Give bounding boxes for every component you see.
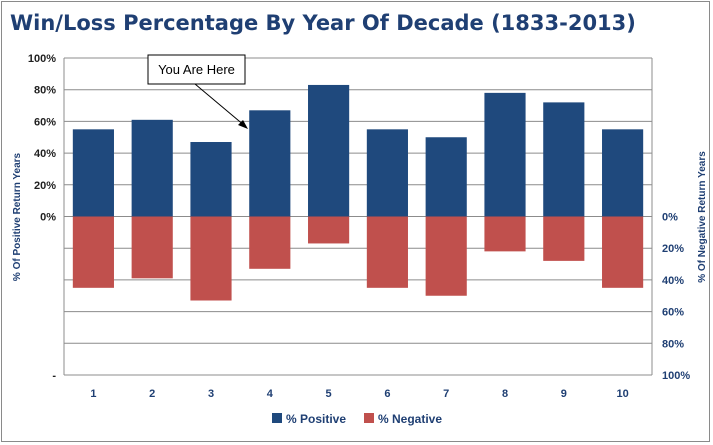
right-tick-label: 60% [662, 307, 684, 319]
bar-positive-1 [72, 129, 114, 217]
x-tick-label-4: 4 [267, 388, 274, 400]
bar-positive-6 [366, 129, 408, 217]
annotation-arrowhead [238, 120, 248, 129]
bars [72, 84, 644, 301]
bar-negative-5 [308, 216, 350, 244]
right-tick-label: 20% [662, 243, 684, 255]
right-tick-label: 0% [662, 212, 678, 224]
annotation-arrow-line [194, 83, 246, 127]
x-tick-label-1: 1 [90, 388, 96, 400]
x-tick-label-8: 8 [502, 388, 508, 400]
bar-negative-8 [484, 216, 526, 252]
x-tick-label-3: 3 [208, 388, 214, 400]
bar-positive-7 [425, 137, 467, 217]
x-tick-label-10: 10 [616, 388, 628, 400]
left-tick-label: 100% [28, 53, 56, 65]
legend-swatch-positive [272, 413, 282, 423]
bar-positive-9 [543, 102, 585, 217]
x-tick-label-9: 9 [561, 388, 567, 400]
annotation: You Are Here [147, 54, 248, 129]
left-tick-label: 80% [34, 85, 56, 97]
bar-positive-3 [190, 142, 232, 217]
x-axis-ticks: 1 2 3 4 5 6 7 8 9 10 [90, 388, 628, 400]
left-tick-label: 20% [34, 180, 56, 192]
x-tick-label-7: 7 [443, 388, 449, 400]
axes [63, 58, 653, 375]
right-axis-ticks: 0% 20% 40% 60% 80% 100% [662, 212, 690, 383]
bar-positive-10 [602, 129, 644, 217]
bar-negative-4 [249, 216, 291, 269]
legend: % Positive % Negative [272, 412, 442, 426]
bar-negative-6 [366, 216, 408, 288]
x-tick-label-5: 5 [326, 388, 332, 400]
x-tick-label-2: 2 [149, 388, 155, 400]
right-tick-label: 40% [662, 275, 684, 287]
legend-label-negative: % Negative [378, 412, 442, 426]
bar-negative-1 [72, 216, 114, 288]
left-tick-label: - [52, 370, 56, 382]
bar-positive-2 [131, 119, 173, 217]
bar-negative-9 [543, 216, 585, 261]
bar-positive-4 [249, 110, 291, 217]
annotation-text: You Are Here [158, 62, 235, 77]
left-tick-label: 40% [34, 148, 56, 160]
bar-negative-7 [425, 216, 467, 296]
bar-negative-10 [602, 216, 644, 288]
legend-label-positive: % Positive [286, 412, 346, 426]
bar-negative-3 [190, 216, 232, 301]
right-axis-label: % Of Negative Return Years [697, 151, 708, 283]
legend-swatch-negative [364, 413, 374, 423]
bar-negative-2 [131, 216, 173, 279]
bar-positive-5 [308, 84, 350, 217]
left-tick-label: 0% [40, 212, 56, 224]
left-axis-ticks: 100% 80% 60% 40% 20% 0% - [28, 53, 56, 382]
bar-positive-8 [484, 92, 526, 217]
x-tick-label-6: 6 [384, 388, 390, 400]
right-tick-label: 80% [662, 338, 684, 350]
annotation-box [147, 54, 246, 85]
left-tick-label: 60% [34, 116, 56, 128]
right-tick-label: 100% [662, 370, 690, 382]
chart-title: Win/Loss Percentage By Year Of Decade (1… [10, 11, 636, 35]
left-axis-label: % Of Positive Return Years [12, 152, 23, 281]
